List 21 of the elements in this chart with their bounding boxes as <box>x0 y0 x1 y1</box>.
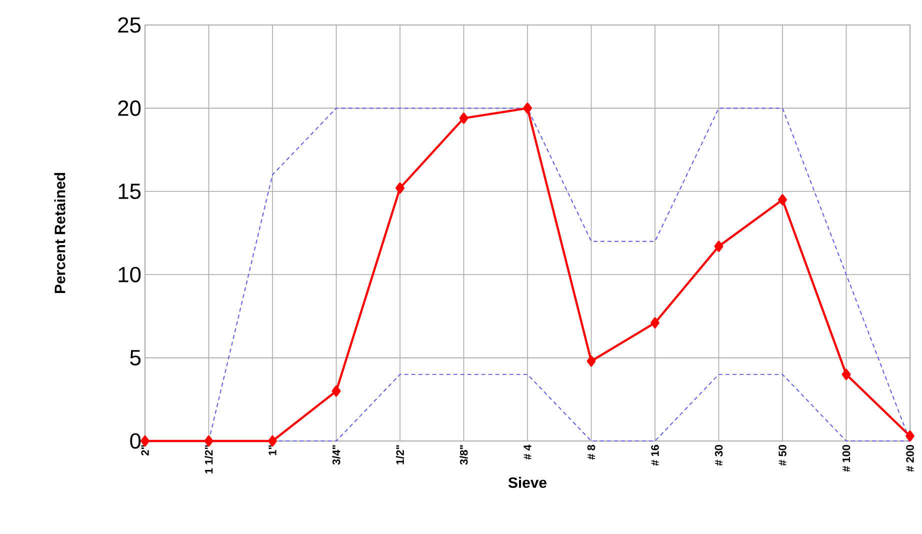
x-tick-label: 1 1/2" <box>204 445 213 474</box>
y-axis-title: Percent Retained <box>54 172 66 294</box>
y-tick-label: 0 <box>130 433 141 449</box>
x-tick-label: # 4 <box>524 444 532 460</box>
x-tick-label: 1/2" <box>396 445 404 464</box>
x-tick-label: 3/8" <box>460 445 468 465</box>
y-tick-label: 25 <box>118 17 141 33</box>
x-tick-label: 2" <box>141 445 149 456</box>
y-tick-label: 20 <box>118 100 141 116</box>
x-tick-label: 3/4" <box>332 445 340 465</box>
y-tick-label: 5 <box>130 350 141 366</box>
x-tick-label: # 8 <box>587 444 596 460</box>
x-tick-label: # 30 <box>714 444 723 466</box>
x-axis-title: Sieve <box>508 476 547 488</box>
x-tick-label: # 50 <box>778 444 786 466</box>
y-tick-label: 10 <box>118 266 141 282</box>
y-tick-label: 15 <box>118 184 141 200</box>
x-tick-label: # 100 <box>842 444 850 472</box>
x-tick-label: # 200 <box>906 444 914 472</box>
x-tick-label: # 16 <box>651 444 659 466</box>
x-tick-label: 1" <box>268 445 276 456</box>
